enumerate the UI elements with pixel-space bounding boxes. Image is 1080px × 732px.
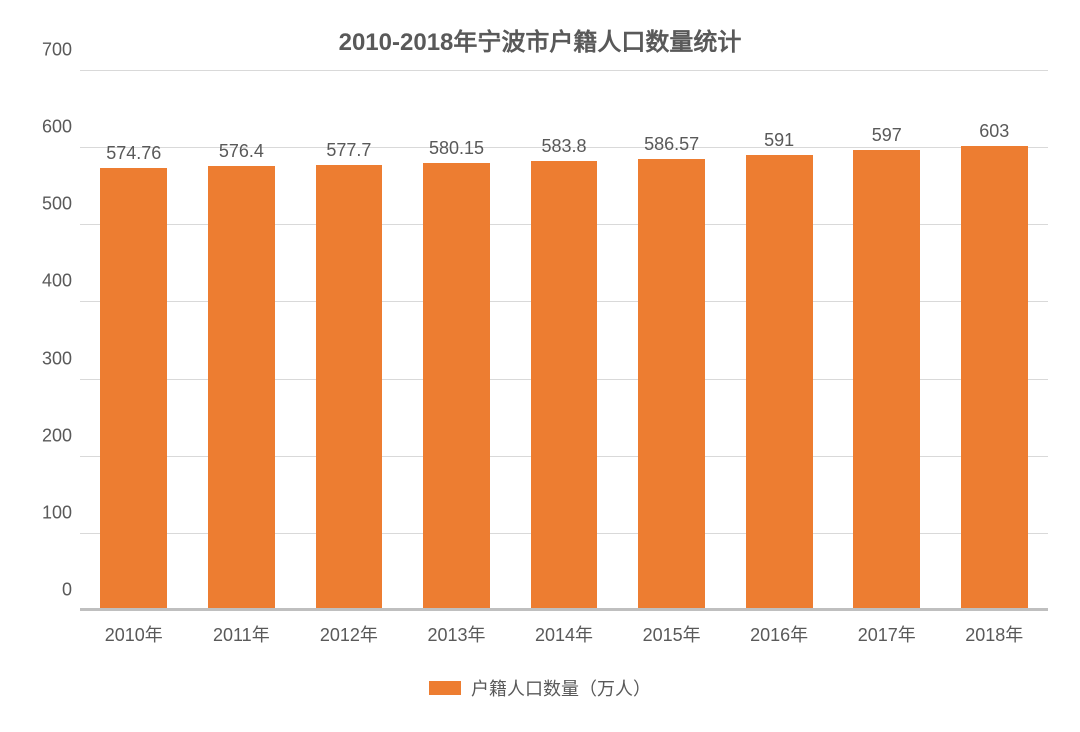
bar-data-label: 580.15 bbox=[429, 138, 484, 159]
legend-label: 户籍人口数量（万人） bbox=[471, 675, 651, 701]
xtick-label: 2011年 bbox=[188, 621, 296, 647]
bar-slot: 574.76 bbox=[80, 71, 188, 611]
bar-slot: 576.4 bbox=[188, 71, 296, 611]
chart-title: 2010-2018年宁波市户籍人口数量统计 bbox=[22, 22, 1058, 57]
xtick-label: 2012年 bbox=[295, 621, 403, 647]
bar-data-label: 576.4 bbox=[219, 141, 264, 162]
bar-data-label: 574.76 bbox=[106, 143, 161, 164]
bar-slot: 580.15 bbox=[403, 71, 511, 611]
xtick-label: 2018年 bbox=[941, 621, 1049, 647]
ytick-label: 600 bbox=[22, 117, 72, 138]
bar bbox=[746, 155, 813, 611]
bar bbox=[853, 150, 920, 611]
bar-slot: 586.57 bbox=[618, 71, 726, 611]
bar bbox=[100, 168, 167, 611]
legend: 户籍人口数量（万人） bbox=[22, 675, 1058, 701]
legend-swatch bbox=[429, 681, 461, 695]
bar-data-label: 583.8 bbox=[542, 136, 587, 157]
bar-data-label: 586.57 bbox=[644, 134, 699, 155]
ytick-label: 700 bbox=[22, 40, 72, 61]
bar bbox=[961, 146, 1028, 611]
xtick-label: 2013年 bbox=[403, 621, 511, 647]
xtick-label: 2014年 bbox=[510, 621, 618, 647]
bar-data-label: 577.7 bbox=[326, 140, 371, 161]
ytick-label: 100 bbox=[22, 502, 72, 523]
bar-slot: 583.8 bbox=[510, 71, 618, 611]
bar-slot: 597 bbox=[833, 71, 941, 611]
bar-slot: 577.7 bbox=[295, 71, 403, 611]
bar-slot: 603 bbox=[941, 71, 1049, 611]
bar bbox=[208, 166, 275, 611]
chart-container: 2010-2018年宁波市户籍人口数量统计 0 100 200 300 400 500 60… bbox=[0, 0, 1080, 732]
xtick-label: 2017年 bbox=[833, 621, 941, 647]
ytick-label: 300 bbox=[22, 348, 72, 369]
ytick-label: 0 bbox=[22, 580, 72, 601]
ytick-label: 500 bbox=[22, 194, 72, 215]
bar-slot: 591 bbox=[725, 71, 833, 611]
bar-data-label: 591 bbox=[764, 130, 794, 151]
ytick-label: 400 bbox=[22, 271, 72, 292]
xtick-label: 2010年 bbox=[80, 621, 188, 647]
x-axis-ticks: 2010年2011年2012年2013年2014年2015年2016年2017年… bbox=[80, 621, 1048, 647]
xtick-label: 2016年 bbox=[725, 621, 833, 647]
bar-baseline bbox=[80, 608, 1048, 611]
bar-data-label: 597 bbox=[872, 125, 902, 146]
bar bbox=[531, 161, 598, 611]
bars-row: 574.76 576.4 577.7 580.15 583.8 586.57 591 597 6… bbox=[80, 71, 1048, 611]
ytick-label: 200 bbox=[22, 425, 72, 446]
bar bbox=[638, 159, 705, 611]
bar bbox=[316, 165, 383, 611]
bar bbox=[423, 163, 490, 611]
xtick-label: 2015年 bbox=[618, 621, 726, 647]
plot-zone: 0100200300400500600700 574.76576.4577.75… bbox=[80, 71, 1048, 611]
bar-data-label: 603 bbox=[979, 121, 1009, 142]
